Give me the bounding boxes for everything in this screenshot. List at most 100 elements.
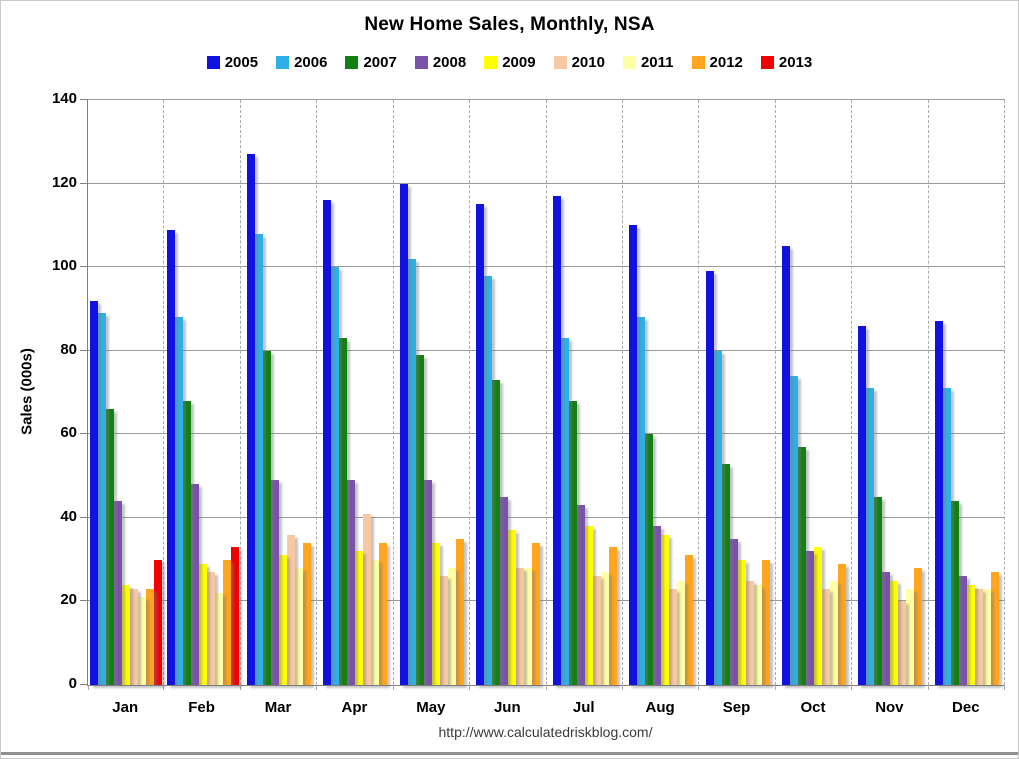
bar-2011-nov [906, 588, 915, 685]
bar-2009-jan [122, 584, 131, 685]
x-axis-tick [927, 685, 929, 690]
x-axis-tick [163, 685, 165, 690]
bottom-border [1, 752, 1018, 755]
gridline-vertical [392, 100, 394, 685]
y-axis-tick-label: 80 [60, 340, 77, 358]
bar-2012-jun [532, 542, 541, 685]
legend-label: 2007 [363, 54, 397, 71]
x-axis-tick [851, 685, 853, 690]
bar-2010-oct [821, 588, 830, 685]
bar-2012-feb [222, 559, 231, 685]
bar-group [470, 204, 546, 685]
x-axis-tick [316, 685, 318, 690]
gridline-vertical [851, 100, 853, 685]
bar-2005-jan [90, 300, 99, 685]
bar-2010-mar [287, 534, 296, 685]
bar-2005-sep [705, 271, 714, 685]
legend-swatch [553, 56, 567, 69]
bar-2011-mar [295, 568, 304, 685]
bar-2009-nov [890, 580, 899, 685]
x-axis-label: Mar [264, 699, 292, 716]
bar-2006-aug [637, 317, 646, 685]
bar-2010-feb [206, 572, 215, 685]
legend-swatch [691, 56, 705, 69]
bar-2008-jul [576, 505, 585, 685]
bar-2012-may [455, 538, 464, 685]
bar-group [623, 225, 699, 685]
bar-2011-sep [753, 584, 762, 685]
bar-2006-feb [174, 317, 183, 685]
legend-item-2009: 2009 [484, 54, 536, 71]
gridline-vertical [1004, 100, 1005, 685]
legend-swatch [345, 56, 359, 69]
gridline-horizontal [88, 600, 1005, 602]
legend-item-2007: 2007 [345, 54, 397, 71]
y-axis-tick [80, 99, 88, 100]
bar-2006-may [407, 258, 416, 685]
bar-2005-may [399, 183, 408, 685]
gridline-vertical [163, 100, 165, 685]
y-axis-tick-label: 60 [60, 424, 77, 442]
bar-2008-dec [958, 576, 967, 685]
x-axis-tick [1004, 685, 1005, 690]
bar-2012-jul [608, 547, 617, 685]
bar-group [164, 229, 240, 685]
x-axis-label: Aug [645, 699, 675, 716]
bar-2007-jul [568, 400, 577, 685]
bar-2011-feb [214, 593, 223, 685]
bar-2008-sep [729, 538, 738, 685]
bar-2005-dec [934, 321, 943, 685]
bar-2006-mar [255, 233, 264, 685]
bar-2012-apr [379, 542, 388, 685]
bar-2005-aug [629, 225, 638, 685]
x-axis-tick [621, 685, 623, 690]
x-axis-tick [239, 685, 241, 690]
y-axis-tick-label: 0 [68, 675, 77, 692]
bar-2005-jul [552, 196, 561, 685]
legend-swatch [760, 56, 774, 69]
legend-label: 2012 [709, 54, 743, 71]
y-axis-tick-label: 40 [60, 507, 77, 525]
bar-2011-jan [138, 597, 147, 685]
bar-2009-apr [355, 551, 364, 685]
x-axis-label: Jun [493, 699, 521, 716]
bar-2012-jan [146, 588, 155, 685]
y-axis-tick-label: 120 [51, 173, 77, 191]
gridline-vertical [316, 100, 318, 685]
bar-2011-oct [829, 580, 838, 685]
bar-2011-apr [371, 559, 380, 685]
bar-2009-jul [584, 526, 593, 685]
bar-2009-aug [661, 534, 670, 685]
gridline-horizontal [88, 349, 1005, 351]
legend-swatch [414, 56, 428, 69]
bar-2011-jun [524, 568, 533, 685]
bar-2009-sep [737, 559, 746, 685]
legend-swatch [206, 56, 220, 69]
bar-2010-jan [130, 588, 139, 685]
bar-2006-oct [789, 375, 798, 685]
x-axis-label: Jul [572, 699, 595, 716]
legend-swatch [276, 56, 290, 69]
bar-2008-feb [190, 484, 199, 685]
x-axis-label: Feb [188, 699, 215, 716]
x-axis-tick [88, 685, 89, 690]
bar-2006-dec [942, 388, 951, 685]
x-axis-tick [392, 685, 394, 690]
bar-2009-mar [279, 555, 288, 685]
bar-2008-nov [882, 572, 891, 685]
y-axis-tick [80, 349, 88, 351]
gridline-vertical [621, 100, 623, 685]
bar-2011-aug [677, 580, 686, 685]
bar-group [852, 325, 928, 685]
bar-2010-jul [592, 576, 601, 685]
plot-area [80, 99, 1005, 690]
x-axis-label: Jan [112, 699, 139, 716]
bar-group [776, 246, 852, 685]
bar-2009-feb [198, 563, 207, 685]
x-axis-label: Nov [875, 699, 904, 716]
legend-item-2005: 2005 [206, 54, 258, 71]
x-axis-tick [545, 685, 547, 690]
y-axis-tick-label: 140 [51, 90, 77, 107]
bar-2008-jun [500, 496, 509, 685]
